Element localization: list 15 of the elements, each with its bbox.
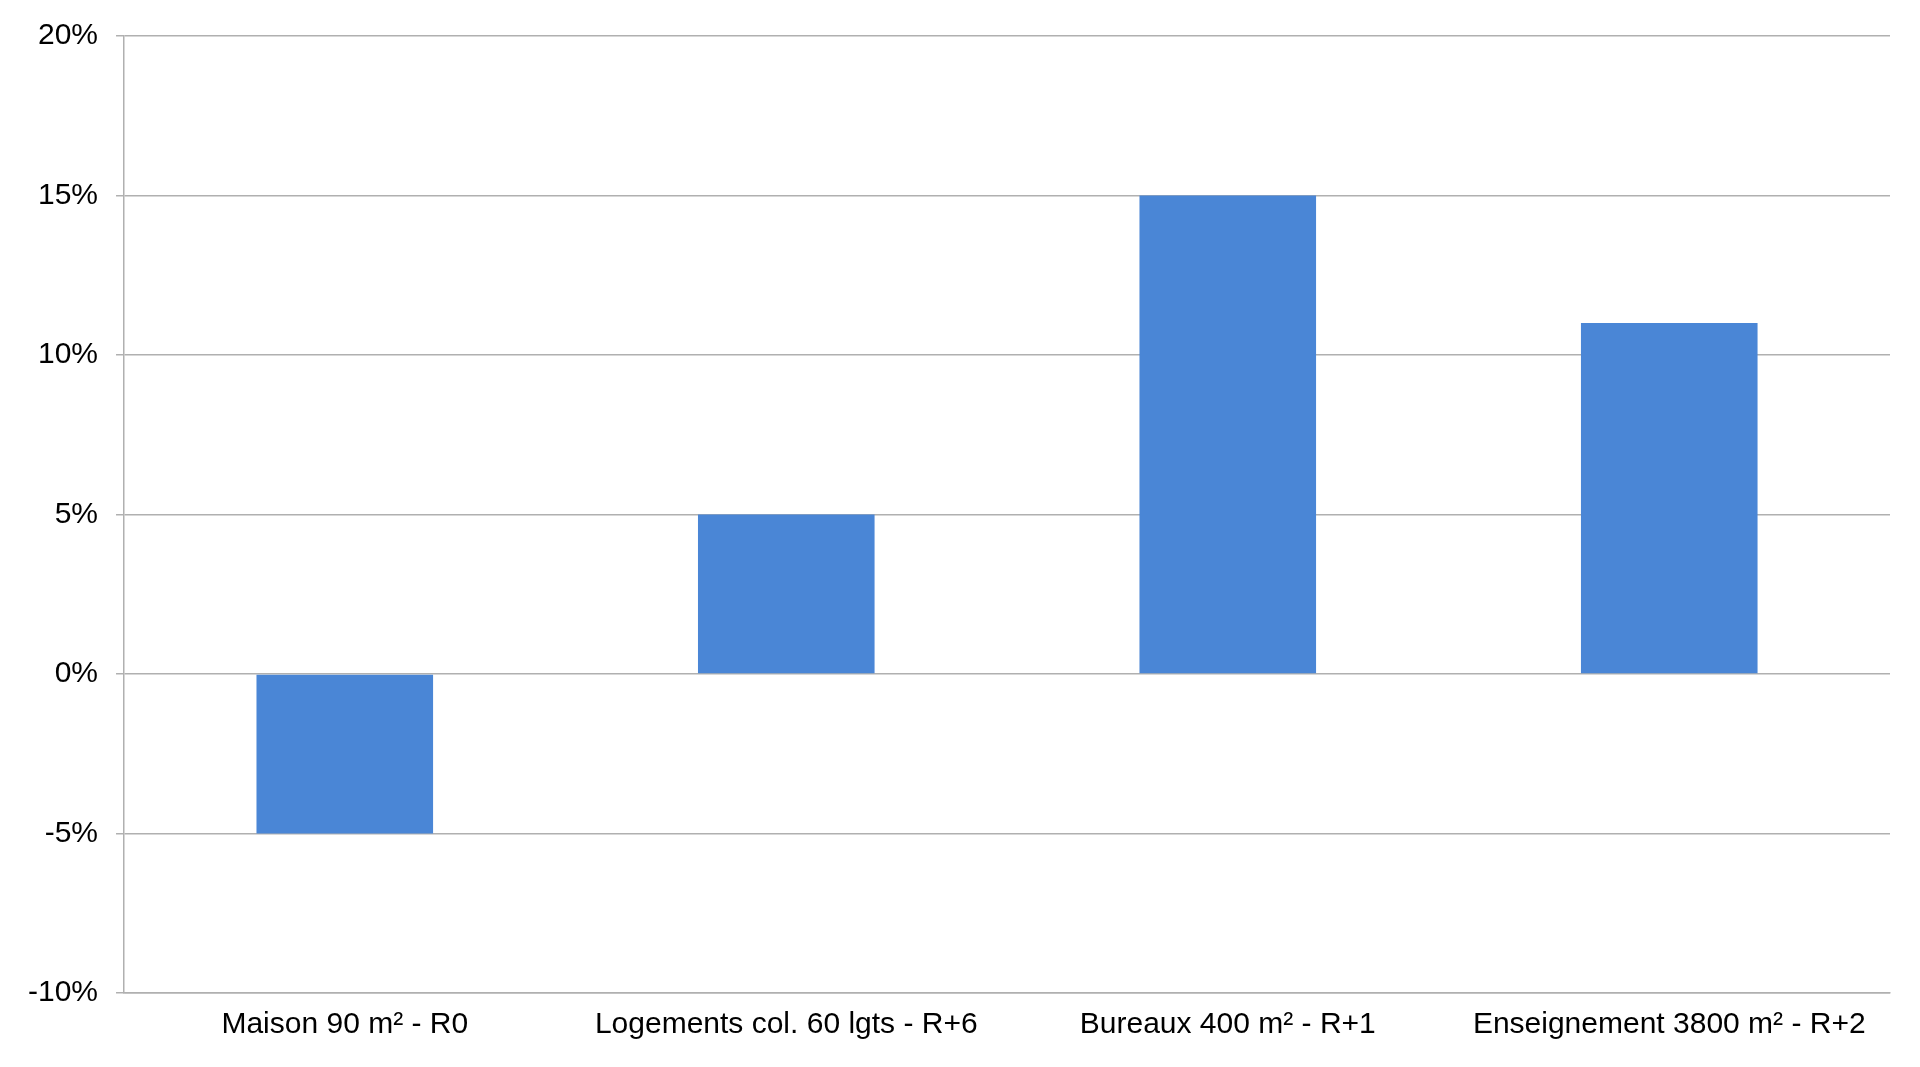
bar xyxy=(1139,195,1317,674)
x-tick-label: Bureaux 400 m² - R+1 xyxy=(1079,1006,1376,1040)
x-tick-label: Maison 90 m² - R0 xyxy=(221,1006,469,1040)
bar xyxy=(1580,323,1758,674)
x-tick-label: Enseignement 3800 m² - R+2 xyxy=(1472,1006,1866,1040)
x-tick-label: Logements col. 60 lgts - R+6 xyxy=(594,1006,978,1040)
y-tick-label: 10% xyxy=(37,336,99,370)
y-tick-label: -10% xyxy=(27,974,99,1008)
y-tick-label: -5% xyxy=(44,814,99,848)
y-tick-label: 15% xyxy=(37,176,99,210)
y-tick-label: 0% xyxy=(54,655,99,689)
bar xyxy=(697,514,875,674)
bar xyxy=(256,674,434,834)
y-tick-label: 20% xyxy=(37,17,99,51)
y-tick-label: 5% xyxy=(54,495,99,529)
